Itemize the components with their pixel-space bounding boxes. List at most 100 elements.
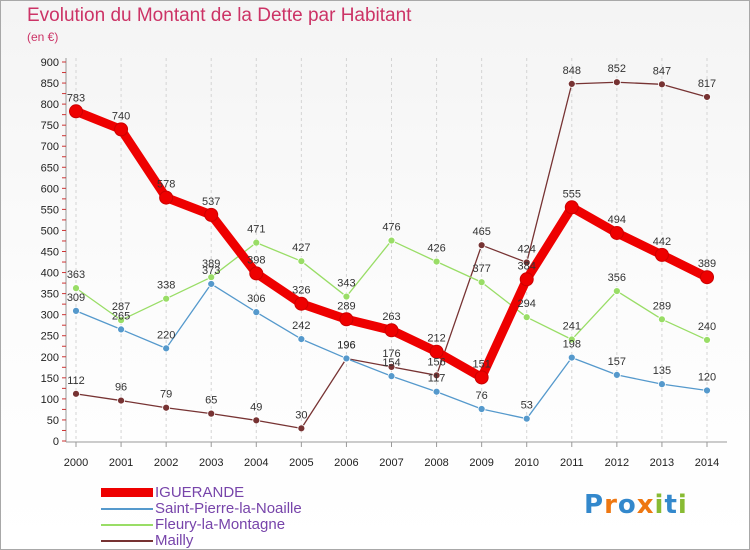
data-label: 424 bbox=[518, 243, 536, 255]
data-label: 494 bbox=[608, 214, 626, 226]
y-tick-label: 550 bbox=[41, 204, 59, 216]
y-tick-label: 300 bbox=[41, 310, 59, 322]
data-label: 363 bbox=[67, 269, 85, 281]
logo-letter: i bbox=[677, 490, 688, 520]
data-label: 817 bbox=[698, 78, 716, 90]
data-label: 426 bbox=[427, 243, 445, 255]
y-tick-label: 500 bbox=[41, 225, 59, 237]
data-label: 196 bbox=[337, 339, 355, 351]
legend-item-fleury: Fleury-la-Montagne bbox=[101, 516, 401, 533]
data-point bbox=[294, 296, 309, 311]
x-tick-label: 2009 bbox=[469, 457, 493, 469]
data-point bbox=[703, 386, 711, 395]
y-tick-label: 200 bbox=[41, 352, 59, 364]
data-point bbox=[654, 247, 669, 262]
data-point bbox=[252, 416, 261, 425]
data-point bbox=[297, 424, 306, 433]
data-label: 848 bbox=[563, 65, 581, 77]
data-point bbox=[387, 362, 396, 371]
data-label: 220 bbox=[157, 329, 175, 341]
x-tick-label: 2003 bbox=[199, 457, 223, 469]
y-tick-label: 700 bbox=[41, 141, 59, 153]
data-label: 377 bbox=[472, 263, 490, 275]
data-label: 241 bbox=[563, 321, 581, 333]
data-label: 537 bbox=[202, 196, 220, 208]
data-label: 30 bbox=[295, 409, 307, 421]
data-point bbox=[252, 238, 261, 247]
data-point bbox=[567, 79, 576, 88]
data-label: 76 bbox=[476, 390, 488, 402]
data-point bbox=[297, 257, 306, 266]
y-tick-label: 100 bbox=[41, 394, 59, 406]
data-point bbox=[477, 278, 486, 287]
legend: IGUERANDE Saint-Pierre-la-Noaille Fleury… bbox=[101, 484, 401, 549]
data-label: 326 bbox=[292, 285, 310, 297]
x-tick-label: 2005 bbox=[289, 457, 313, 469]
data-label: 442 bbox=[653, 236, 671, 248]
data-label: 157 bbox=[608, 356, 626, 368]
data-point bbox=[612, 78, 621, 87]
data-point bbox=[564, 200, 579, 215]
data-label: 196 bbox=[337, 339, 355, 351]
data-point bbox=[159, 190, 174, 205]
data-label: 212 bbox=[427, 333, 445, 345]
y-tick-label: 50 bbox=[47, 415, 59, 427]
data-label: 242 bbox=[292, 320, 310, 332]
data-label: 427 bbox=[292, 242, 310, 254]
legend-label: IGUERANDE bbox=[155, 484, 245, 501]
data-label: 112 bbox=[67, 375, 85, 387]
data-point bbox=[69, 104, 83, 119]
data-point bbox=[432, 387, 441, 396]
data-point bbox=[339, 312, 354, 327]
data-label: 398 bbox=[247, 254, 265, 266]
data-point bbox=[117, 325, 125, 334]
logo-letter: i bbox=[654, 490, 665, 520]
data-point bbox=[432, 371, 441, 380]
data-label: 740 bbox=[112, 110, 130, 122]
data-point bbox=[252, 308, 261, 317]
x-tick-label: 2000 bbox=[64, 457, 88, 469]
data-label: 476 bbox=[382, 222, 400, 234]
data-point bbox=[658, 380, 666, 389]
data-point bbox=[384, 323, 399, 338]
data-point bbox=[522, 313, 531, 322]
data-point bbox=[612, 287, 621, 295]
data-point bbox=[612, 370, 621, 379]
data-label: 151 bbox=[472, 358, 490, 370]
data-point bbox=[522, 258, 531, 267]
x-tick-label: 2006 bbox=[334, 457, 358, 469]
data-point bbox=[432, 257, 441, 266]
data-label: 306 bbox=[247, 293, 265, 305]
y-tick-label: 450 bbox=[41, 247, 59, 259]
chart-subtitle: (en €) bbox=[27, 30, 59, 44]
legend-label: Mailly bbox=[155, 532, 194, 549]
data-label: 49 bbox=[250, 401, 262, 413]
x-tick-label: 2012 bbox=[605, 457, 629, 469]
data-label: 343 bbox=[337, 278, 355, 290]
data-point bbox=[387, 372, 396, 381]
data-point bbox=[700, 270, 714, 285]
data-label: 578 bbox=[157, 179, 175, 191]
data-point bbox=[703, 93, 711, 101]
logo-letter: r bbox=[604, 490, 618, 520]
data-point bbox=[117, 316, 125, 325]
data-point bbox=[567, 353, 576, 362]
data-point bbox=[609, 225, 624, 240]
data-point bbox=[72, 284, 80, 293]
data-point bbox=[342, 292, 351, 301]
logo-letter: o bbox=[617, 490, 637, 520]
data-point bbox=[207, 409, 216, 418]
legend-item-iguerande: IGUERANDE bbox=[101, 484, 401, 501]
data-point bbox=[519, 272, 534, 287]
x-tick-label: 2008 bbox=[424, 457, 448, 469]
data-point bbox=[204, 207, 219, 222]
y-tick-label: 150 bbox=[41, 373, 59, 385]
x-tick-label: 2010 bbox=[514, 457, 538, 469]
y-tick-label: 650 bbox=[41, 162, 59, 174]
data-label: 154 bbox=[382, 357, 400, 369]
y-tick-label: 750 bbox=[41, 120, 59, 132]
data-point bbox=[429, 344, 444, 359]
data-label: 198 bbox=[563, 339, 581, 351]
data-label: 338 bbox=[157, 280, 175, 292]
